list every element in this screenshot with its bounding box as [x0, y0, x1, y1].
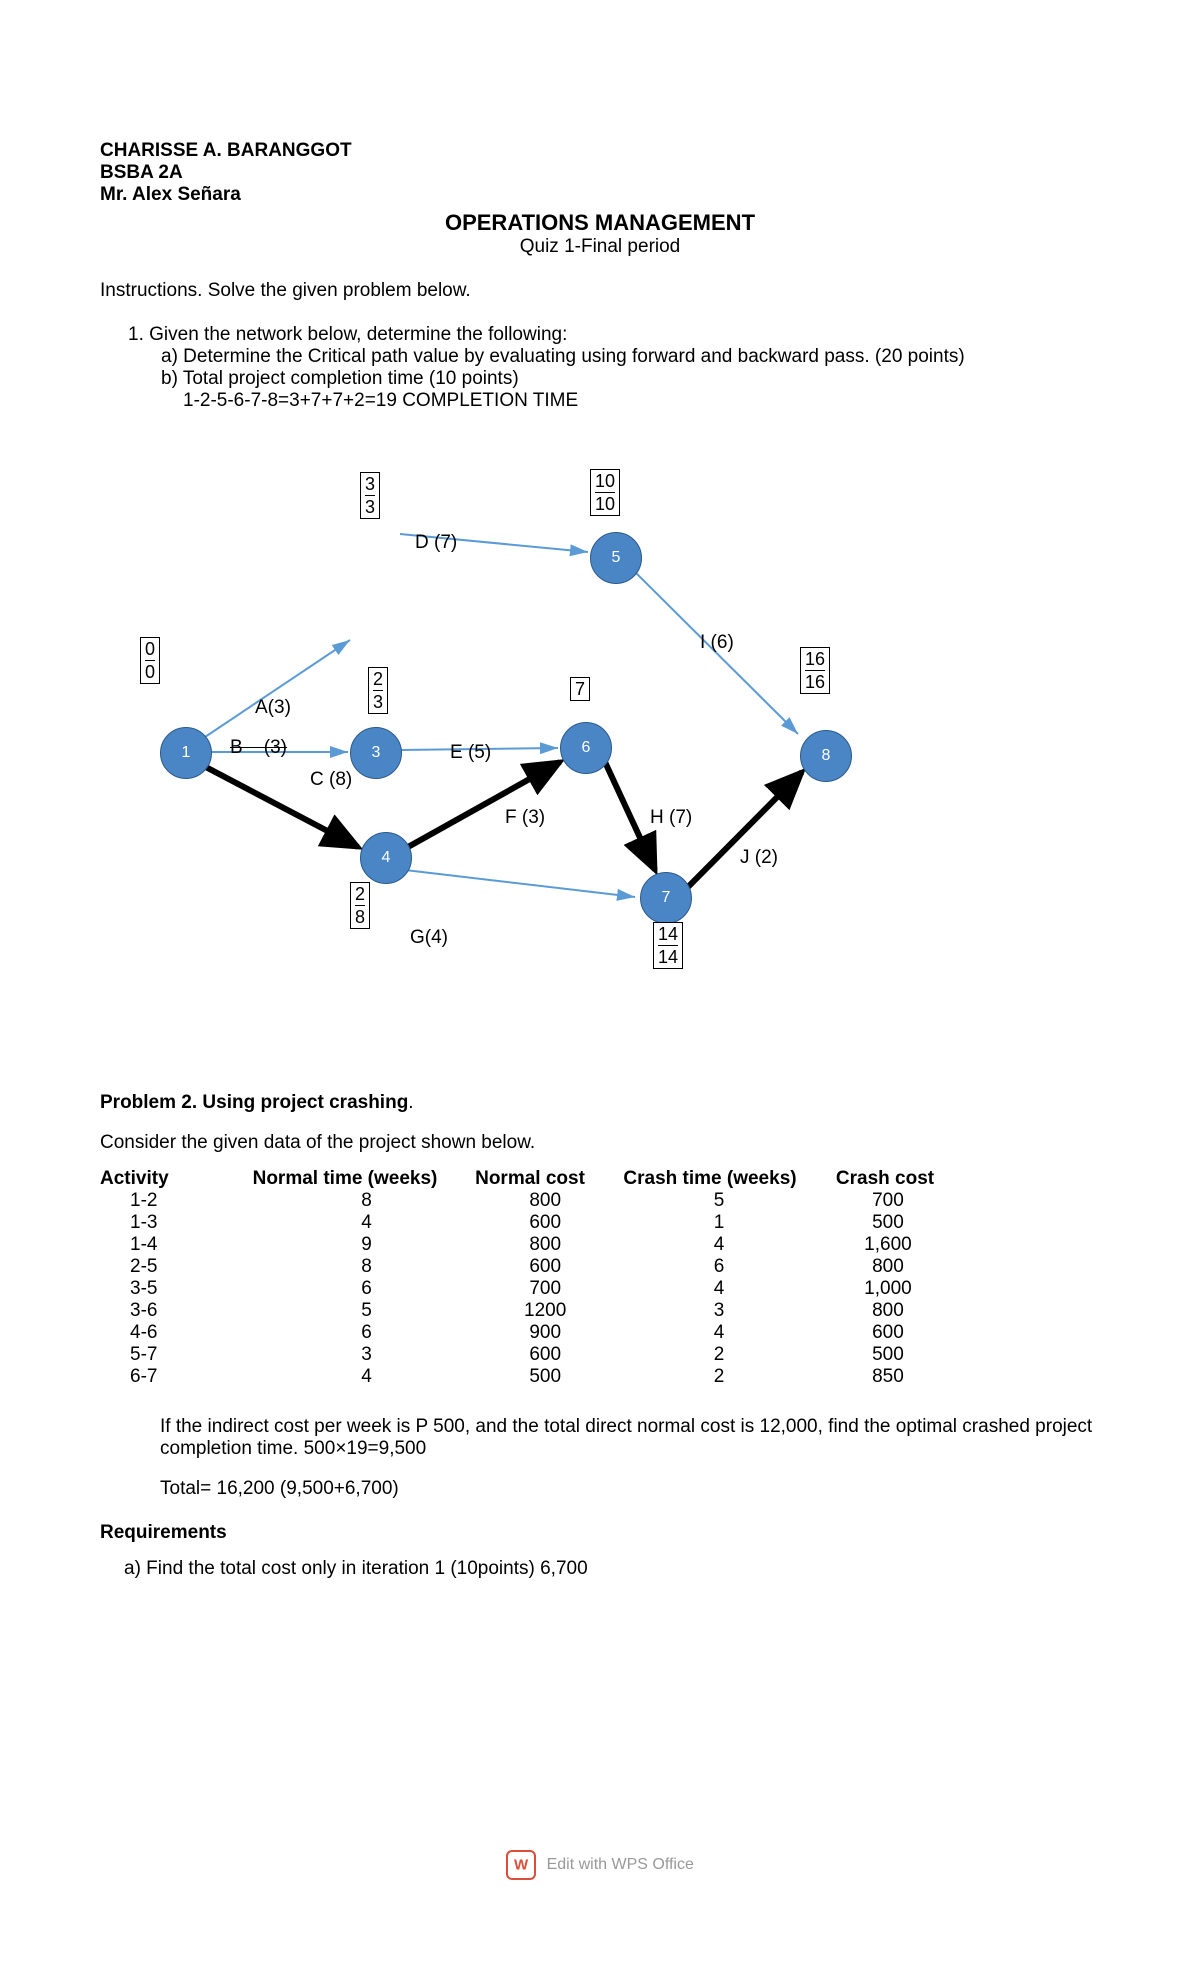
class: BSBA 2A	[100, 162, 1100, 184]
table-row: 6-745002850	[100, 1366, 970, 1388]
table-row: 5-736002500	[100, 1344, 970, 1366]
table-row: 1-288005700	[100, 1190, 970, 1212]
table-row: 1-346001500	[100, 1212, 970, 1234]
node-4: 4	[360, 832, 412, 884]
edge-label: J (2)	[740, 847, 778, 869]
crash-table: Activity Normal time (weeks) Normal cost…	[100, 1168, 970, 1388]
p2-title: Problem 2. Using project crashing.	[100, 1092, 1100, 1114]
requirements-heading: Requirements	[100, 1522, 1100, 1544]
valbox: 00	[140, 637, 160, 684]
footer-text: Edit with WPS Office	[547, 1856, 694, 1873]
p2-total: Total= 16,200 (9,500+6,700)	[160, 1478, 1100, 1500]
edge-label: I (6)	[700, 632, 734, 654]
node-8: 8	[800, 730, 852, 782]
table-row: 1-4980041,600	[100, 1234, 970, 1256]
q1-b: b) Total project completion time (10 poi…	[183, 368, 1100, 390]
valbox: 1414	[653, 922, 683, 969]
doc-subtitle: Quiz 1-Final period	[100, 236, 1100, 258]
edge-label: F (3)	[505, 807, 545, 829]
th-ntime: Normal time (weeks)	[250, 1168, 440, 1190]
edge-label: D (7)	[415, 532, 457, 554]
table-row: 3-5670041,000	[100, 1278, 970, 1300]
edge-label: B (3)	[230, 737, 287, 759]
q1-a: a) Determine the Critical path value by …	[183, 346, 1100, 368]
table-row: 3-6512003800	[100, 1300, 970, 1322]
req-a: a) Find the total cost only in iteration…	[124, 1558, 1100, 1580]
p2-intro: Consider the given data of the project s…	[100, 1132, 1100, 1154]
valbox: 7	[570, 677, 590, 701]
valbox: 28	[350, 882, 370, 929]
th-activity: Activity	[100, 1168, 250, 1190]
q1-b2: 1-2-5-6-7-8=3+7+7+2=19 COMPLETION TIME	[183, 390, 1100, 412]
node-6: 6	[560, 722, 612, 774]
node-1: 1	[160, 727, 212, 779]
valbox: 1010	[590, 469, 620, 516]
edge-label: H (7)	[650, 807, 692, 829]
table-row: 2-586006800	[100, 1256, 970, 1278]
valbox: 33	[360, 472, 380, 519]
node-5: 5	[590, 532, 642, 584]
instructions: Instructions. Solve the given problem be…	[100, 280, 1100, 302]
node-3: 3	[350, 727, 402, 779]
edge-label: E (5)	[450, 742, 491, 764]
table-row: 4-669004600	[100, 1322, 970, 1344]
edge-label: A(3)	[255, 697, 291, 719]
node-7: 7	[640, 872, 692, 924]
th-ccost: Crash cost	[800, 1168, 970, 1190]
th-ncost: Normal cost	[440, 1168, 620, 1190]
valbox: 1616	[800, 647, 830, 694]
edge-label: G(4)	[410, 927, 448, 949]
footer: Edit with WPS Office	[0, 1850, 1200, 1880]
th-ctime: Crash time (weeks)	[620, 1168, 800, 1190]
network-diagram: 1 3 4 5 6 7 8 00 33 23 28 1010 7 1616 14…	[100, 452, 1100, 1032]
p2-para1: If the indirect cost per week is P 500, …	[160, 1416, 1100, 1460]
doc-title: OPERATIONS MANAGEMENT	[100, 210, 1100, 236]
student-name: CHARISSE A. BARANGGOT	[100, 140, 1100, 162]
edge-label: C (8)	[310, 769, 352, 791]
instructor: Mr. Alex Señara	[100, 184, 1100, 206]
valbox: 23	[368, 667, 388, 714]
wps-icon	[506, 1850, 536, 1880]
q1-stem: 1. Given the network below, determine th…	[128, 324, 1100, 346]
